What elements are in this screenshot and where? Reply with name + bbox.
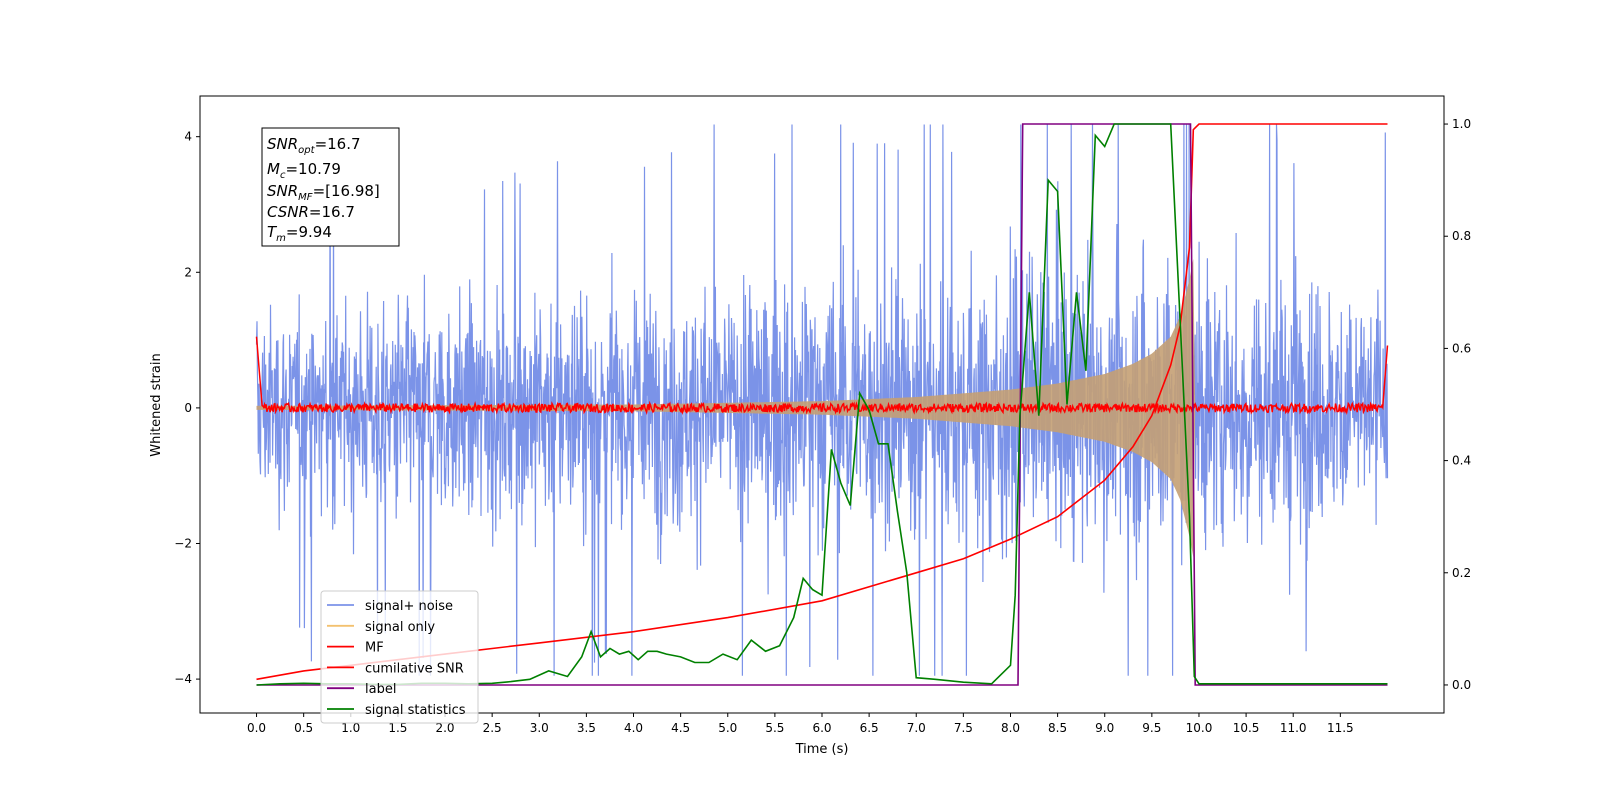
x-tick-label: 10.0 (1186, 721, 1213, 735)
x-tick-label: 4.5 (671, 721, 690, 735)
series-signal-statistics-line (256, 123, 1388, 686)
y-tick-label-left: 4 (184, 130, 192, 144)
legend-label: signal statistics (365, 703, 466, 718)
annotation-tm: Tm=9.94 (267, 223, 332, 244)
x-tick-label: 6.5 (860, 721, 879, 735)
legend: signal+ noise signal only MF cumilative SNR… (320, 590, 479, 724)
legend-frame (320, 590, 479, 724)
annotation-snr-mf: SNRMF=[16.98] (267, 182, 380, 203)
legend-label: signal+ noise (365, 599, 453, 614)
legend-label: signal only (365, 620, 435, 635)
annotation-box-frame (261, 127, 400, 247)
annotation-snr-opt: SNRopt=16.7 (267, 135, 361, 156)
x-tick-label: 11.5 (1327, 721, 1354, 735)
y-tick-label-right: 0.0 (1452, 678, 1471, 692)
y-tick-label-left: −4 (174, 672, 192, 686)
x-tick-label: 1.5 (388, 721, 407, 735)
series-signal-noise-line (255, 124, 1389, 676)
x-axis-label: Time (s) (795, 742, 849, 757)
x-tick-label: 1.0 (341, 721, 360, 735)
x-tick-label: 9.5 (1142, 721, 1161, 735)
series-label-line (256, 123, 1388, 686)
x-tick-label: 8.5 (1048, 721, 1067, 735)
x-tick-label: 2.0 (435, 721, 454, 735)
y-tick-label-left: 0 (184, 401, 192, 415)
annotation-mc: Mc=10.79 (267, 160, 341, 181)
y-tick-label-right: 0.2 (1452, 566, 1471, 580)
x-tick-label: 2.5 (483, 721, 502, 735)
x-tick-label: 0.0 (247, 721, 266, 735)
x-tick-label: 0.5 (294, 721, 313, 735)
legend-label: MF (365, 641, 384, 656)
x-tick-label: 3.0 (530, 721, 549, 735)
x-tick-label: 9.0 (1095, 721, 1114, 735)
legend-label: label (365, 682, 396, 697)
x-tick-label: 4.0 (624, 721, 643, 735)
y-tick-label-left: −2 (174, 536, 192, 550)
annotation-box: SNRopt=16.7 Mc=10.79 SNRMF=[16.98] CSNR=… (261, 127, 400, 247)
x-tick-label: 6.0 (812, 721, 831, 735)
x-tick-label: 7.0 (907, 721, 926, 735)
y-tick-label-left: 2 (184, 265, 192, 279)
x-tick-label: 5.5 (765, 721, 784, 735)
y-tick-label-right: 1.0 (1452, 117, 1471, 131)
y-axis-label-left: Whitened strain (149, 353, 164, 456)
legend-label: cumilative SNR (365, 661, 464, 676)
x-tick-label: 5.0 (718, 721, 737, 735)
x-tick-label: 8.0 (1001, 721, 1020, 735)
y-tick-label-right: 0.4 (1452, 454, 1471, 468)
x-tick-label: 10.5 (1233, 721, 1260, 735)
x-tick-label: 11.0 (1280, 721, 1307, 735)
series-mf-line (255, 336, 1389, 416)
x-tick-label: 7.5 (954, 721, 973, 735)
y-tick-label-right: 0.6 (1452, 341, 1471, 355)
axes: Time (s) Whitened strain 0.0 0.5 1.0 1.5 2.0… (149, 95, 1471, 757)
y-tick-label-right: 0.8 (1452, 229, 1471, 243)
annotation-csnr: CSNR=16.7 (267, 203, 355, 221)
x-tick-label: 3.5 (577, 721, 596, 735)
